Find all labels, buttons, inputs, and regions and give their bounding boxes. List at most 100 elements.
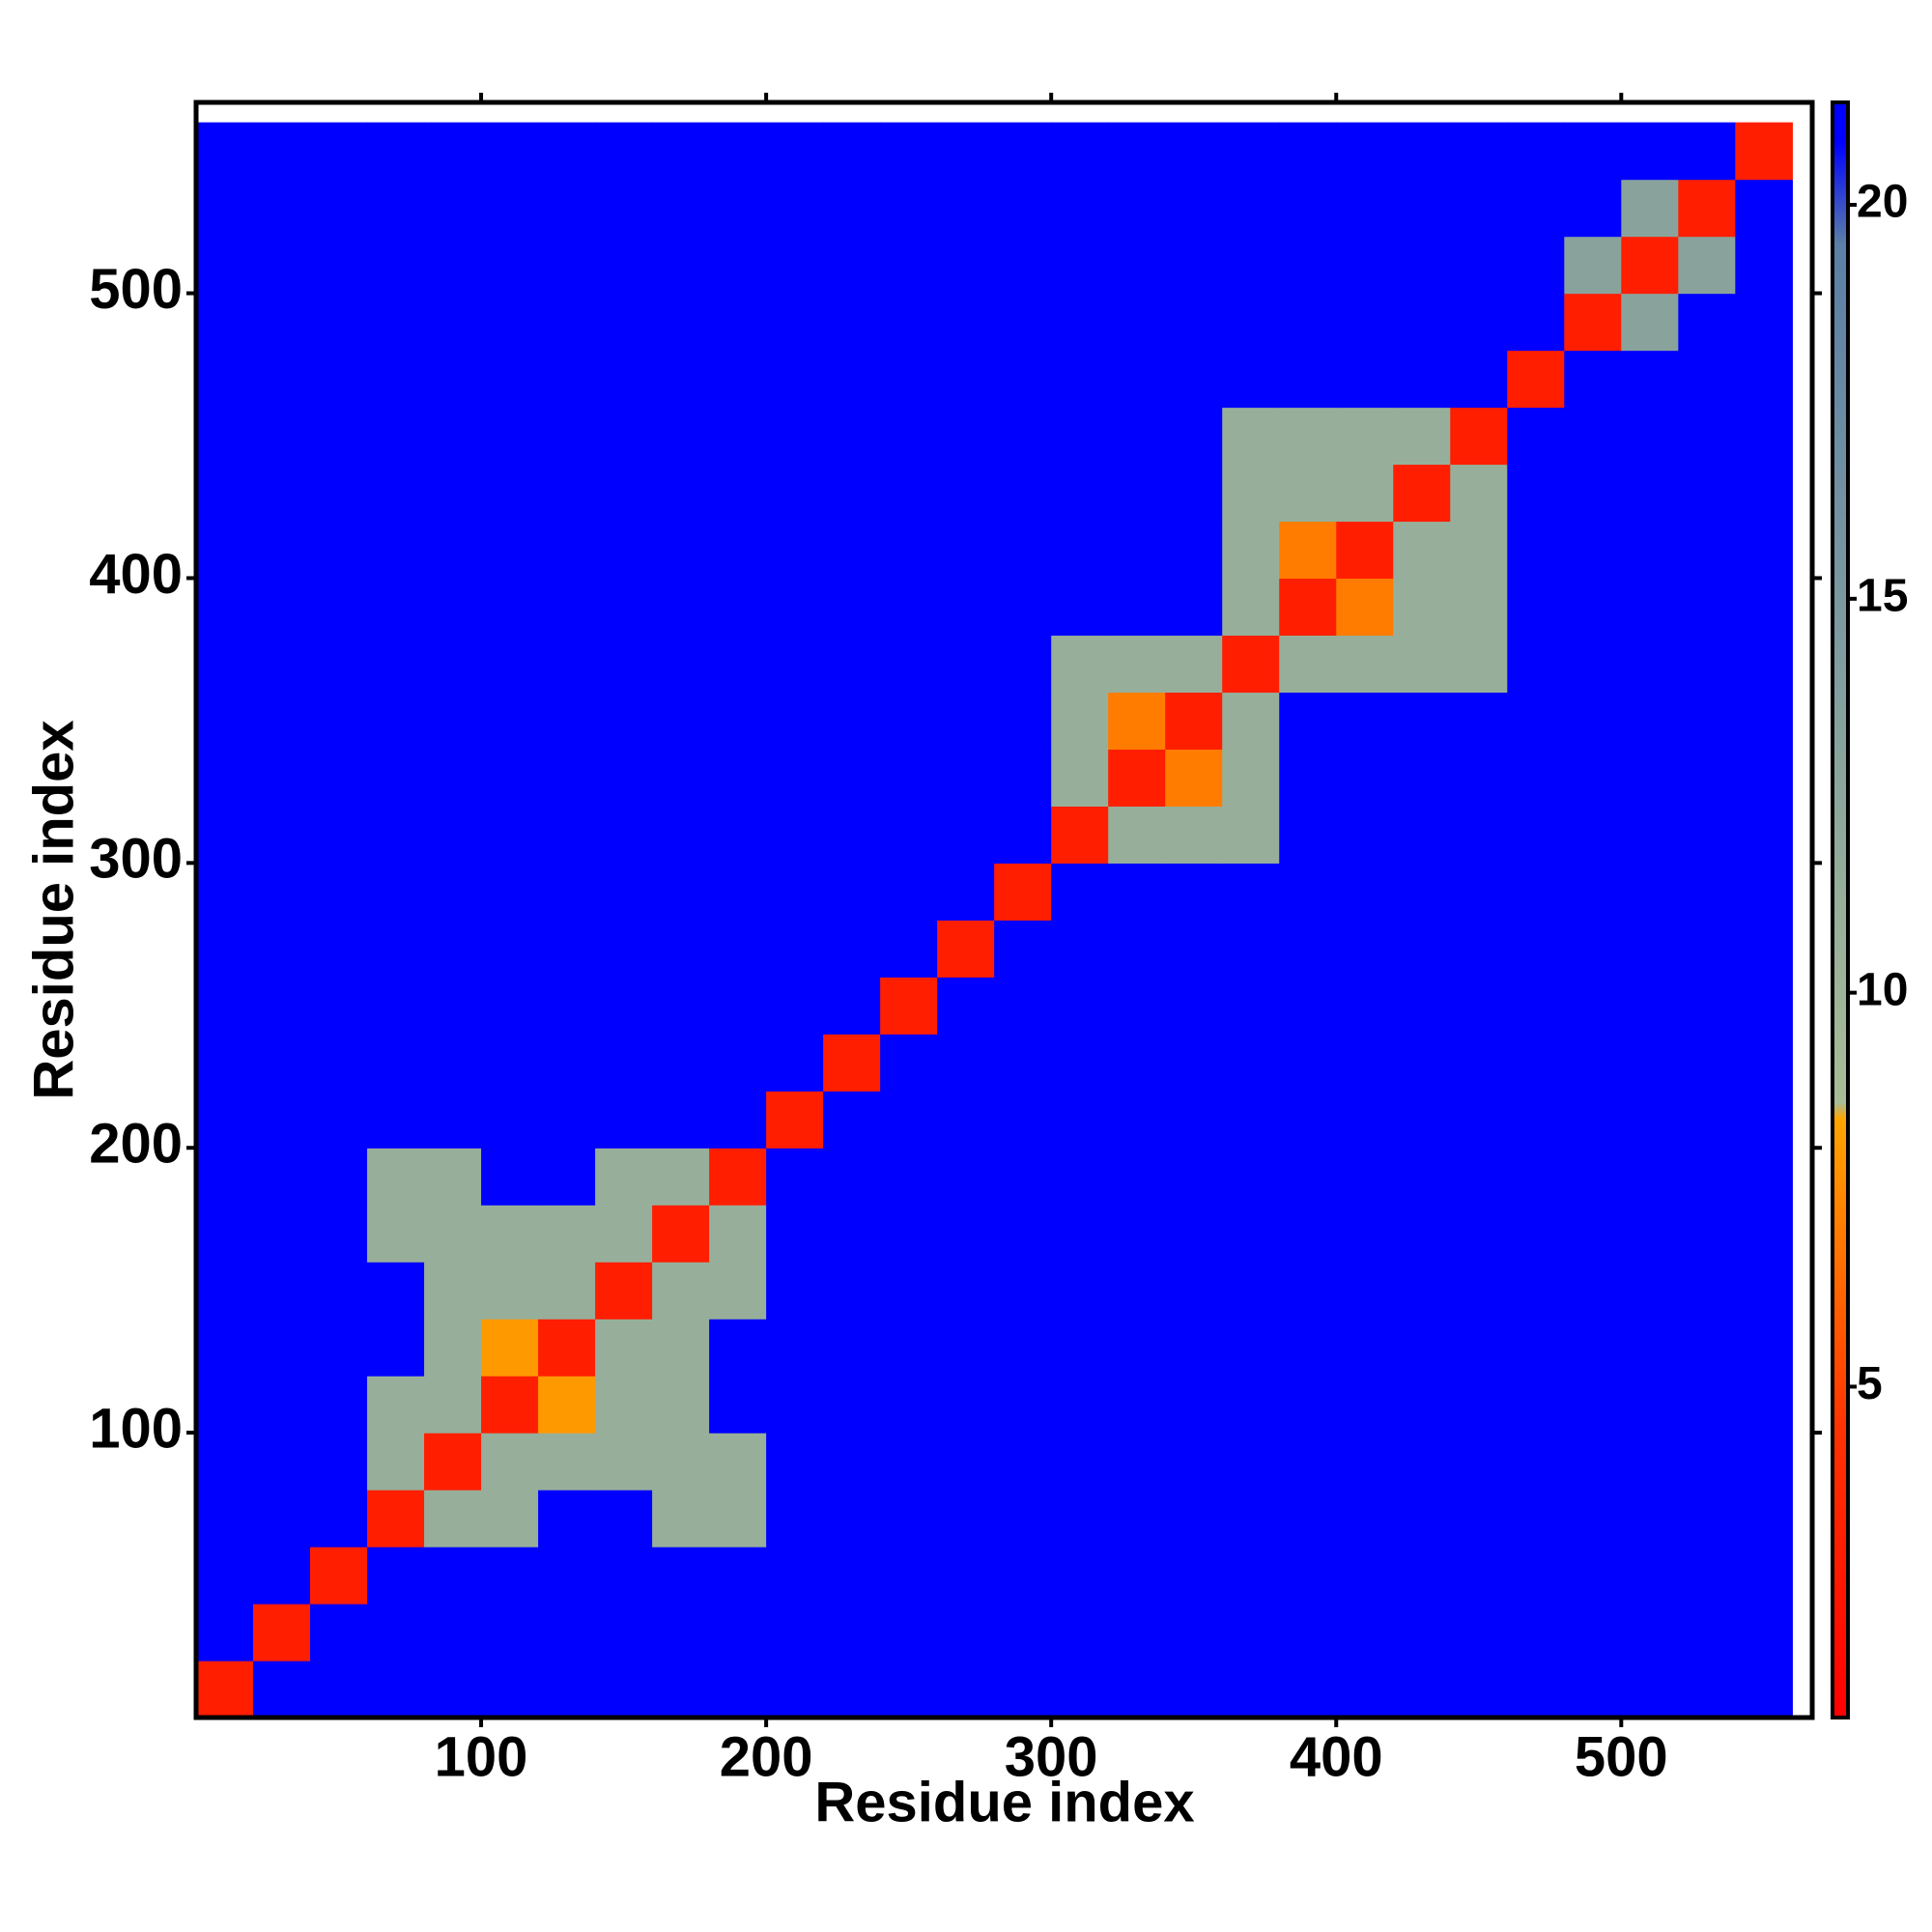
heatmap-cell bbox=[1450, 122, 1508, 181]
heatmap-cell bbox=[1393, 1148, 1451, 1206]
heatmap-cell bbox=[253, 407, 311, 466]
heatmap-cell bbox=[1678, 1490, 1736, 1548]
heatmap-cell bbox=[766, 521, 824, 580]
heatmap-cell bbox=[196, 635, 254, 694]
heatmap-cell bbox=[424, 1604, 482, 1662]
heatmap-cell bbox=[1564, 1376, 1622, 1434]
heatmap-cell bbox=[652, 1262, 710, 1320]
heatmap-cell bbox=[310, 236, 368, 295]
heatmap-cell bbox=[538, 1148, 596, 1206]
heatmap-cell bbox=[1678, 578, 1736, 637]
heatmap-cell bbox=[1108, 578, 1166, 637]
heatmap-cell bbox=[652, 977, 710, 1035]
heatmap-cell bbox=[823, 1205, 881, 1263]
heatmap-cell bbox=[1564, 749, 1622, 807]
heatmap-cell bbox=[1051, 179, 1109, 238]
heatmap-cell bbox=[766, 920, 824, 978]
heatmap-cell bbox=[1564, 122, 1622, 181]
heatmap-cell bbox=[424, 806, 482, 864]
heatmap-cell bbox=[595, 122, 653, 181]
heatmap-cell bbox=[1507, 1319, 1565, 1377]
heatmap-cell bbox=[538, 236, 596, 295]
heatmap-cell bbox=[1108, 122, 1166, 181]
heatmap-cell bbox=[709, 1604, 767, 1662]
heatmap-cell bbox=[1165, 1490, 1223, 1548]
heatmap-cell bbox=[1165, 977, 1223, 1035]
heatmap-cell bbox=[1108, 863, 1166, 921]
heatmap-cell bbox=[1108, 1490, 1166, 1548]
heatmap-cell bbox=[1393, 920, 1451, 978]
heatmap-cell bbox=[538, 920, 596, 978]
heatmap-cell bbox=[880, 1376, 938, 1434]
heatmap-cell bbox=[595, 179, 653, 238]
heatmap-cell bbox=[1450, 464, 1508, 523]
heatmap-cell bbox=[652, 1148, 710, 1206]
heatmap-cell bbox=[823, 1433, 881, 1491]
heatmap-cell bbox=[253, 977, 311, 1035]
heatmap-cell bbox=[1393, 692, 1451, 750]
heatmap-cell bbox=[1450, 1547, 1508, 1605]
heatmap-cell bbox=[880, 1433, 938, 1491]
heatmap-cell bbox=[481, 635, 539, 694]
heatmap-cell bbox=[481, 350, 539, 409]
heatmap-cell bbox=[1051, 1547, 1109, 1605]
heatmap-cell bbox=[1051, 863, 1109, 921]
heatmap-cell bbox=[1450, 350, 1508, 409]
heatmap-cell bbox=[1279, 1205, 1337, 1263]
heatmap-cell bbox=[823, 863, 881, 921]
heatmap-cell bbox=[1621, 1604, 1679, 1662]
heatmap-cell bbox=[310, 692, 368, 750]
heatmap-cell bbox=[937, 1319, 995, 1377]
heatmap-cell bbox=[937, 749, 995, 807]
heatmap-cell bbox=[880, 1604, 938, 1662]
heatmap-cell bbox=[880, 863, 938, 921]
heatmap-cell bbox=[766, 464, 824, 523]
heatmap-cell bbox=[1393, 122, 1451, 181]
heatmap-cell bbox=[196, 863, 254, 921]
heatmap-cell bbox=[1678, 1262, 1736, 1320]
heatmap-cell bbox=[994, 1262, 1052, 1320]
heatmap-cell bbox=[424, 1433, 482, 1491]
heatmap-cell bbox=[1450, 1148, 1508, 1206]
heatmap-cell bbox=[1222, 1205, 1280, 1263]
heatmap-cell bbox=[1393, 749, 1451, 807]
heatmap-cell bbox=[1393, 806, 1451, 864]
heatmap-cell bbox=[652, 692, 710, 750]
heatmap-cell bbox=[937, 1262, 995, 1320]
heatmap-cell bbox=[1222, 749, 1280, 807]
colorbar-tick-label: 10 bbox=[1857, 964, 1908, 1015]
heatmap-cell bbox=[1165, 1205, 1223, 1263]
heatmap-cell bbox=[595, 1547, 653, 1605]
heatmap-cell bbox=[1735, 578, 1793, 637]
heatmap-cell bbox=[1735, 1661, 1793, 1719]
heatmap-cell bbox=[766, 236, 824, 295]
heatmap-cell bbox=[1507, 179, 1565, 238]
heatmap-cell bbox=[481, 407, 539, 466]
heatmap-cell bbox=[1564, 1433, 1622, 1491]
heatmap-cell bbox=[481, 1433, 539, 1491]
heatmap-cell bbox=[538, 350, 596, 409]
heatmap-cell bbox=[1621, 863, 1679, 921]
heatmap-cell bbox=[367, 179, 425, 238]
heatmap-cell bbox=[1507, 1433, 1565, 1491]
heatmap-cell bbox=[196, 1433, 254, 1491]
heatmap-cell bbox=[1336, 1604, 1394, 1662]
heatmap-cell bbox=[1051, 521, 1109, 580]
heatmap-cell bbox=[880, 521, 938, 580]
heatmap-cell bbox=[1678, 1661, 1736, 1719]
heatmap-cell bbox=[1507, 1661, 1565, 1719]
heatmap-cell bbox=[1336, 1490, 1394, 1548]
heatmap-cell bbox=[1336, 122, 1394, 181]
heatmap-cell bbox=[709, 920, 767, 978]
heatmap-cell bbox=[1393, 350, 1451, 409]
heatmap-cell bbox=[880, 1205, 938, 1263]
heatmap-cell bbox=[937, 122, 995, 181]
heatmap-cell bbox=[1279, 1433, 1337, 1491]
heatmap-cell bbox=[937, 407, 995, 466]
heatmap-cell bbox=[709, 236, 767, 295]
heatmap-cell bbox=[1735, 1034, 1793, 1092]
heatmap-cell bbox=[1222, 1604, 1280, 1662]
heatmap-cell bbox=[1336, 806, 1394, 864]
heatmap-cell bbox=[1393, 578, 1451, 637]
